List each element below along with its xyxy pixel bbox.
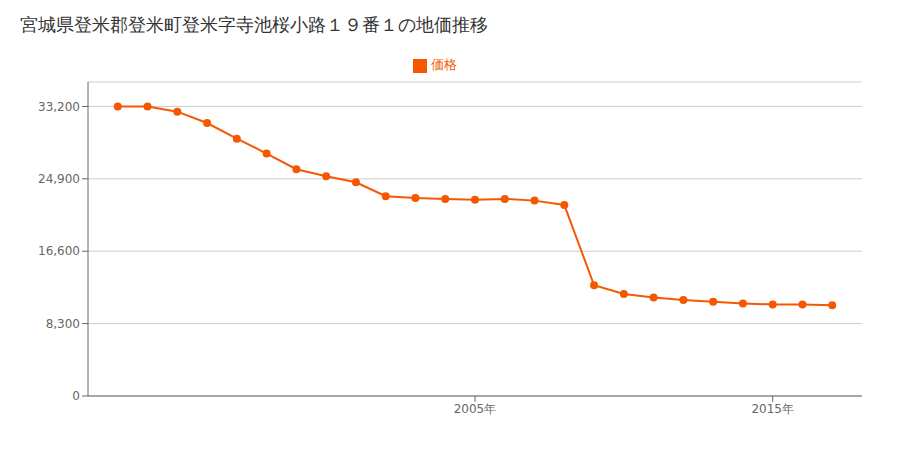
svg-text:2015年: 2015年	[751, 402, 794, 416]
svg-text:2005年: 2005年	[454, 402, 497, 416]
svg-text:16,600: 16,600	[38, 244, 80, 258]
svg-text:8,300: 8,300	[46, 317, 80, 331]
html-text:価格: 価格	[431, 57, 457, 72]
html-text:宮城県登米郡登米町登米字寺池桜小路１９番１の地価推移: 宮城県登米郡登米町登米字寺池桜小路１９番１の地価推移	[20, 14, 488, 35]
svg-text:33,200: 33,200	[38, 100, 80, 114]
svg-text:24,900: 24,900	[38, 172, 80, 186]
svg-text:0: 0	[72, 389, 80, 403]
